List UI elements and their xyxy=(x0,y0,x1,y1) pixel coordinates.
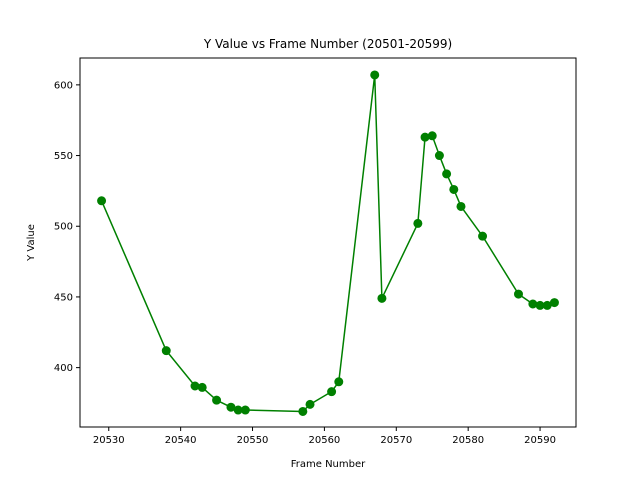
x-axis-label: Frame Number xyxy=(291,459,366,470)
data-point xyxy=(434,151,444,161)
y-axis: 400 450 500 550 600 xyxy=(54,80,80,374)
data-point xyxy=(478,231,488,241)
data-point xyxy=(427,131,437,141)
y-axis-label: Y Value xyxy=(26,224,37,262)
series-layer xyxy=(97,70,559,416)
data-point xyxy=(528,299,538,309)
x-tick-label: 20590 xyxy=(524,435,556,446)
data-point xyxy=(456,201,466,211)
data-point xyxy=(327,387,337,397)
data-point xyxy=(305,399,315,409)
data-point xyxy=(420,132,430,142)
y-tick-label: 550 xyxy=(54,151,73,162)
data-point xyxy=(161,346,171,356)
x-tick-label: 20580 xyxy=(452,435,484,446)
x-tick-label: 20550 xyxy=(237,435,269,446)
y-tick-label: 400 xyxy=(54,363,73,374)
data-point xyxy=(97,196,107,206)
data-point xyxy=(413,218,423,228)
y-tick-label: 600 xyxy=(54,80,73,91)
x-tick-label: 20540 xyxy=(165,435,197,446)
x-tick-label: 20530 xyxy=(93,435,125,446)
data-point xyxy=(212,395,222,405)
data-point xyxy=(190,381,200,391)
chart-title: Y Value vs Frame Number (20501-20599) xyxy=(203,37,452,51)
data-point xyxy=(377,293,387,303)
data-point xyxy=(334,377,344,387)
x-tick-label: 20560 xyxy=(308,435,340,446)
y-tick-label: 500 xyxy=(54,222,73,233)
plot-frame xyxy=(79,57,577,428)
data-point xyxy=(370,70,380,80)
x-tick-label: 20570 xyxy=(380,435,412,446)
data-point xyxy=(240,405,250,415)
data-point xyxy=(449,184,459,194)
data-point xyxy=(442,169,452,179)
data-point xyxy=(549,298,559,308)
data-point xyxy=(197,382,207,392)
data-point xyxy=(513,289,523,299)
x-axis: 20530 20540 20550 20560 20570 20580 20590 xyxy=(93,427,556,446)
data-point xyxy=(298,406,308,416)
y-tick-label: 450 xyxy=(54,292,73,303)
